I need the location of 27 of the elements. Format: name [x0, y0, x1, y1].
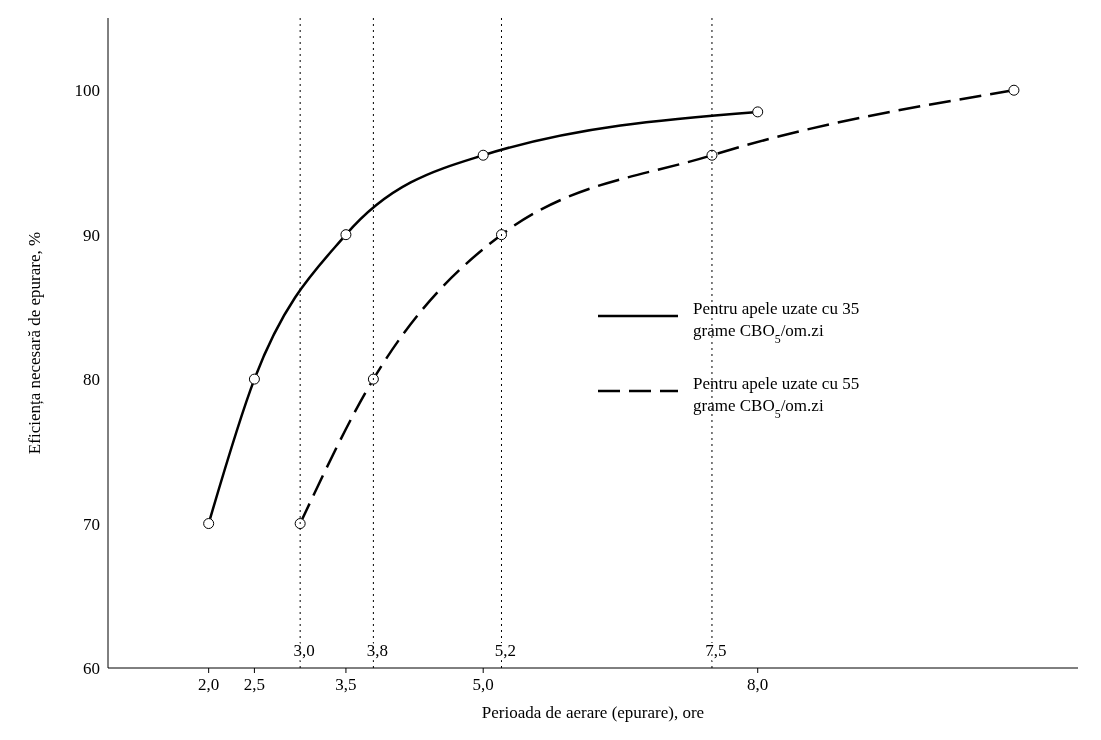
ref-line-label: 7,5: [705, 641, 727, 660]
legend-label: Pentru apele uzate cu 35 grame CBO$_{5}$/om.zi: [693, 299, 860, 346]
point: [294, 518, 306, 530]
point: [477, 149, 489, 161]
point: [367, 373, 379, 385]
x-tick-label: 2,5: [243, 675, 266, 694]
y-tick-label: 90: [83, 225, 100, 245]
point: [495, 229, 507, 241]
y-tick-label: 80: [83, 370, 100, 390]
point: [340, 229, 352, 241]
point: [752, 106, 764, 118]
x-tick-label: 2,0: [198, 675, 220, 694]
x-tick-label: 3,5: [335, 675, 357, 694]
ref-line-label: 5,2: [494, 641, 517, 660]
point: [203, 518, 215, 530]
x-tick-label: 8,0: [747, 675, 769, 694]
y-axis-title: Eficiența necesară de epurare, %: [25, 231, 44, 455]
y-tick-label: 60: [83, 659, 100, 678]
x-axis-title: Perioada de aerare (epurare), ore: [481, 703, 705, 722]
ref-line-label: 3,8: [366, 641, 388, 660]
ref-line-label: 3,0: [293, 641, 315, 660]
legend-label: Pentru apele uzate cu 55 grame CBO$_{5}$/om.zi: [693, 374, 860, 421]
y-tick-label: 100: [74, 81, 100, 101]
x-tick-label: 5,0: [472, 675, 494, 694]
point: [248, 373, 260, 385]
y-tick-label: 70: [83, 514, 100, 534]
point: [1008, 84, 1020, 96]
